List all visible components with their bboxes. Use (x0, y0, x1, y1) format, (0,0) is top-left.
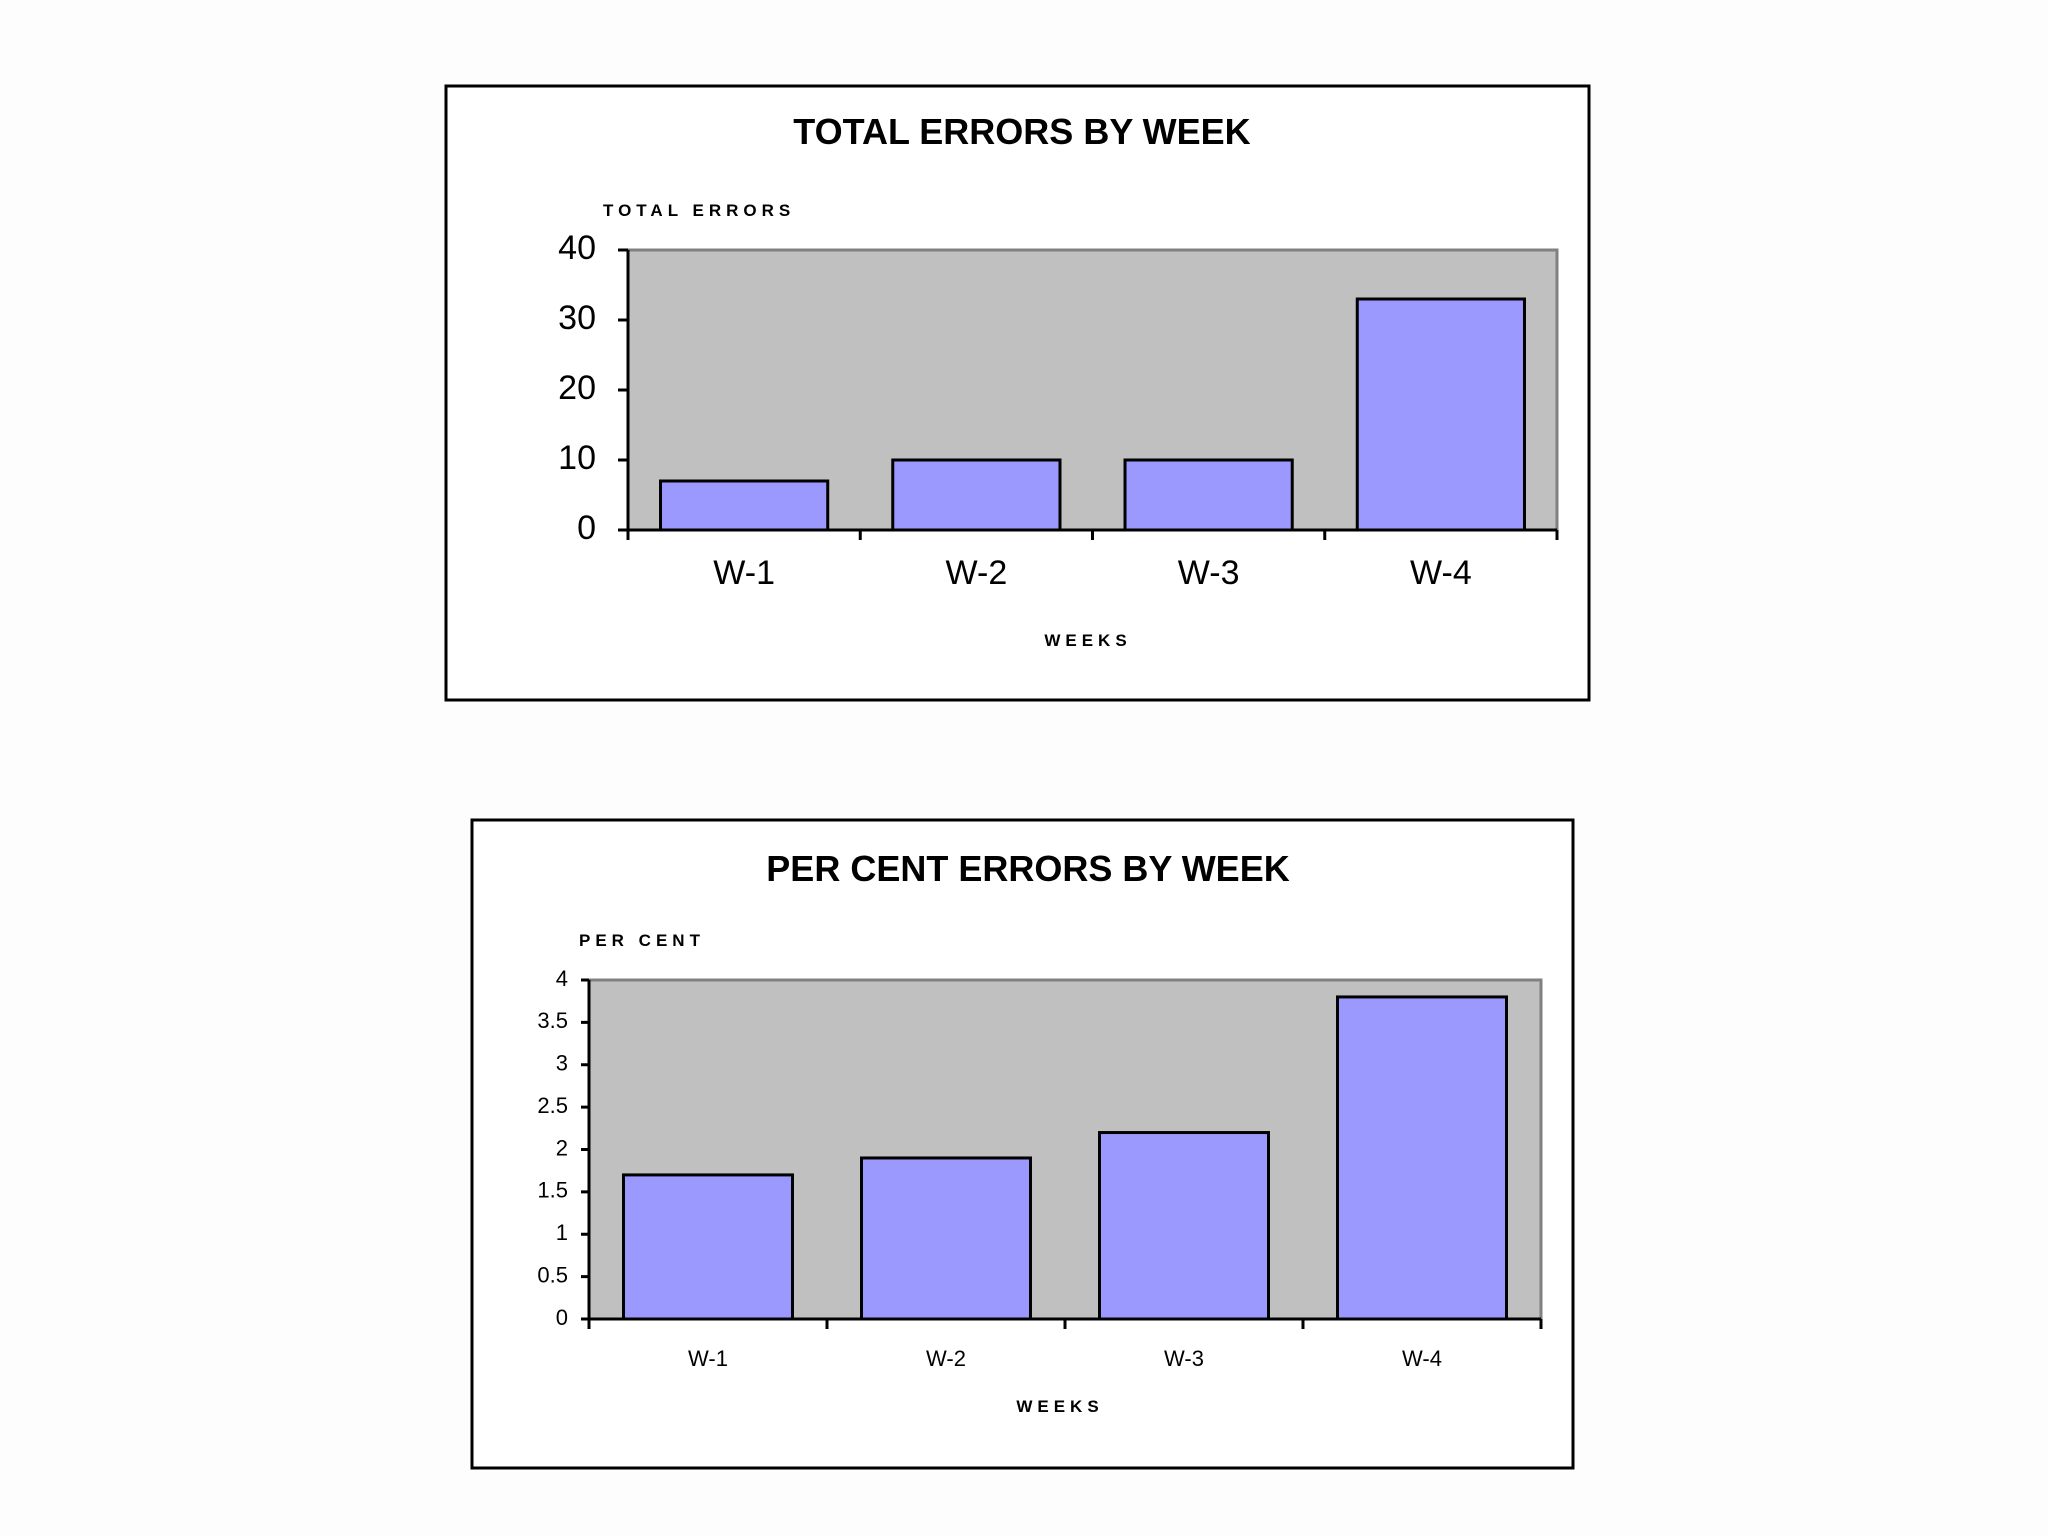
y-tick-label: 1 (556, 1220, 568, 1245)
y-tick-label: 2 (556, 1135, 568, 1160)
plot-area: 0 0.5 1 1.5 2 2.5 3 3.5 4 W-1 W-2 W-3 W-4 (537, 966, 1543, 1371)
bar-w-4 (1336, 995, 1508, 1321)
bar-w-2 (891, 458, 1062, 532)
y-tick-label: 3 (556, 1051, 568, 1076)
y-tick-label: 3.5 (537, 1008, 568, 1033)
bar-w-2 (860, 1156, 1032, 1321)
x-tick-label: W-2 (946, 554, 1008, 592)
y-tick-label: 10 (558, 439, 596, 477)
y-tick-label: 30 (558, 299, 596, 337)
chart-title: PER CENT ERRORS BY WEEK (766, 848, 1289, 889)
y-axis-title: PER CENT (579, 931, 705, 950)
bar-w-1 (622, 1173, 794, 1321)
percent-errors-chart: PER CENT ERRORS BY WEEK PER CENT 0 0.5 1 1.… (470, 818, 1575, 1470)
bar-w-3 (1098, 1131, 1270, 1321)
y-tick-label: 2.5 (537, 1093, 568, 1118)
x-tick-label: W-2 (926, 1346, 966, 1371)
bar-w-4 (1355, 297, 1526, 532)
x-tick-label: W-3 (1178, 554, 1240, 592)
y-tick-label: 4 (556, 966, 568, 991)
y-tick-label: 0 (577, 509, 596, 547)
x-axis-title: WEEKS (1044, 631, 1131, 650)
plot-area: 0 10 20 30 40 W-1 W-2 W-3 W-4 (558, 229, 1559, 592)
bar-w-3 (1123, 458, 1294, 532)
x-axis-title: WEEKS (1016, 1397, 1103, 1416)
y-tick-label: 0 (556, 1305, 568, 1330)
y-axis-title: TOTAL ERRORS (603, 201, 795, 220)
x-tick-label: W-4 (1402, 1346, 1442, 1371)
y-tick-label: 1.5 (537, 1178, 568, 1203)
x-tick-label: W-1 (688, 1346, 728, 1371)
total-errors-chart: TOTAL ERRORS BY WEEK TOTAL ERRORS 0 10 20 3… (444, 84, 1591, 702)
bar-w-1 (659, 479, 830, 532)
chart-title: TOTAL ERRORS BY WEEK (793, 111, 1250, 152)
y-tick-label: 0.5 (537, 1262, 568, 1287)
x-tick-label: W-3 (1164, 1346, 1204, 1371)
x-tick-label: W-4 (1410, 554, 1472, 592)
x-tick-label: W-1 (713, 554, 775, 592)
y-tick-label: 40 (558, 229, 596, 267)
y-tick-label: 20 (558, 369, 596, 407)
